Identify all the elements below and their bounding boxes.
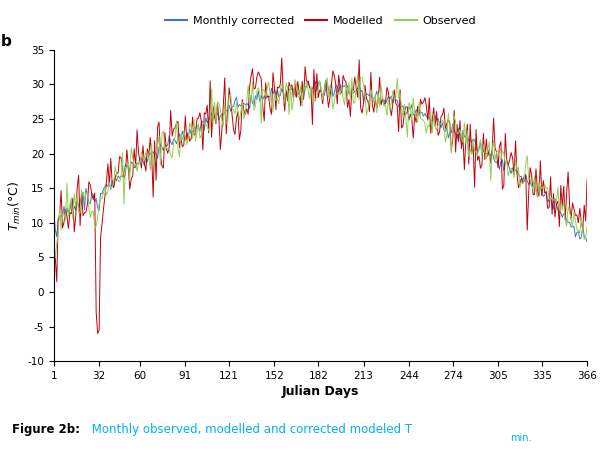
Monthly corrected: [417, 110, 424, 116]
Observed: [50, 241, 57, 246]
Modelled: [448, 148, 455, 153]
Modelled: [142, 168, 149, 174]
Modelled: [583, 176, 591, 182]
Monthly corrected: [304, 78, 312, 83]
Modelled: [278, 55, 285, 61]
Observed: [52, 255, 59, 260]
Observed: [339, 96, 347, 101]
Text: Monthly observed, modelled and corrected modeled T: Monthly observed, modelled and corrected…: [88, 423, 412, 436]
Modelled: [50, 248, 57, 253]
Observed: [142, 149, 149, 155]
Monthly corrected: [141, 163, 148, 168]
Monthly corrected: [160, 148, 167, 153]
Monthly corrected: [583, 239, 591, 245]
Modelled: [94, 331, 101, 336]
Legend: Monthly corrected, Modelled, Observed: Monthly corrected, Modelled, Observed: [161, 12, 480, 31]
Monthly corrected: [339, 83, 347, 89]
Observed: [419, 117, 426, 122]
Modelled: [104, 161, 112, 166]
Observed: [448, 151, 455, 156]
Text: min.: min.: [510, 433, 532, 443]
Monthly corrected: [50, 210, 57, 215]
Observed: [161, 148, 169, 153]
Observed: [583, 222, 591, 228]
Text: b: b: [1, 34, 11, 50]
Modelled: [341, 77, 348, 83]
X-axis label: Julian Days: Julian Days: [282, 385, 359, 398]
Observed: [354, 72, 361, 77]
Monthly corrected: [446, 130, 454, 135]
Text: Figure 2b:: Figure 2b:: [12, 423, 80, 436]
Line: Observed: Observed: [54, 75, 587, 257]
Observed: [104, 189, 112, 194]
Line: Modelled: Modelled: [54, 58, 587, 333]
Line: Monthly corrected: Monthly corrected: [54, 81, 587, 242]
Monthly corrected: [103, 182, 110, 187]
Modelled: [419, 101, 426, 107]
Modelled: [161, 130, 169, 135]
Y-axis label: $T_{min}$(°C): $T_{min}$(°C): [7, 180, 23, 230]
